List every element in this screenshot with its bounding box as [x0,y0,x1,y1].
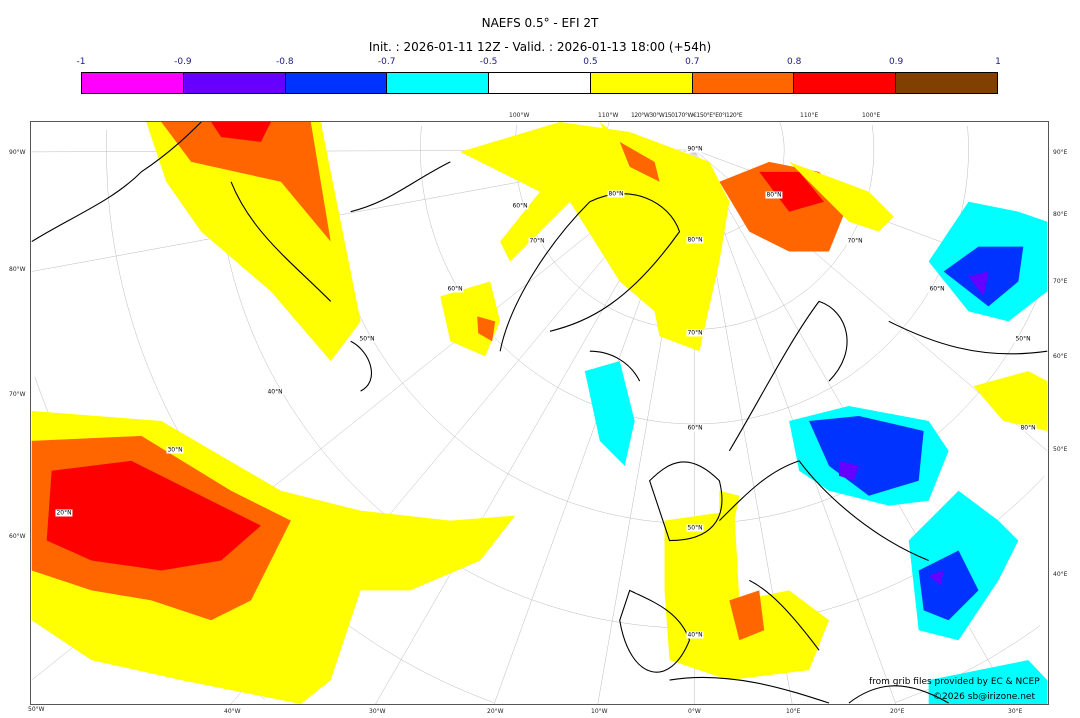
map-svg [31,122,1048,704]
colorbar-swatch [692,73,795,93]
axis-label: 80°N [765,191,783,199]
axis-label: 90°W [9,149,26,156]
axis-label: 40°W [224,708,241,715]
axis-label: 10°W [591,708,608,715]
axis-label: 30°N [166,446,184,454]
axis-label: 90°E [1053,149,1068,156]
colorbar-swatch [285,73,388,93]
latitude-circle [967,125,969,150]
axis-label: 50°N [1014,335,1032,343]
axis-label: 70°N [846,237,864,245]
colorbar-tick: -0.7 [377,57,396,67]
axis-label: 90°N [686,145,704,153]
axis-label: 70°W [9,391,26,398]
axis-label: 40°N [266,388,284,396]
colorbar-swatch [489,73,591,93]
axis-label: 110°E [800,112,819,119]
efi-fields [31,122,1048,704]
latitude-circle [871,124,875,150]
colorbar-swatch [590,73,693,93]
latitude-circle [895,625,1041,703]
colorbar-swatch [387,73,490,93]
coastlines [31,122,1048,704]
axis-label: 50°W [28,706,45,713]
colorbar-tick: -0.5 [479,57,498,67]
colorbar-tick: 0.9 [888,57,904,67]
copyright-credit: ©2026 sb@irizone.net [933,692,1035,702]
map-area: from grib files provided by EC & NCEP ©2… [30,121,1049,705]
axis-label: 60°W [9,533,26,540]
axis-label: 110°W [598,112,619,119]
axis-label: 120°W30°W150170°W€150°E°E0°I120°E [631,112,743,119]
axis-label: 50°N [358,335,376,343]
latitude-circle [779,122,785,150]
latitude-circle [215,124,1045,629]
colorbar-tick: 0.7 [685,57,700,67]
axis-label: 50°E [1053,446,1068,453]
axis-label: 60°N [928,285,946,293]
colorbar [81,72,998,94]
axis-label: 30°E [1008,708,1023,715]
colorbar-tick: 1 [995,57,1001,67]
axis-label: 40°N [686,631,704,639]
map-title: NAEFS 0.5° - EFI 2T [481,16,599,30]
axis-label: 60°N [511,202,529,210]
axis-label: 60°N [446,285,464,293]
colorbar-swatch [794,73,897,93]
axis-label: 60°N [686,424,704,432]
axis-label: 80°E [1053,211,1068,218]
axis-label: 100°E [862,112,881,119]
colorbar-swatch [896,73,998,93]
axis-label: 100°W [509,112,530,119]
axis-label: 80°W [9,266,26,273]
axis-label: 20°E [890,708,905,715]
colorbar-tick: -0.9 [174,57,192,67]
axis-label: 40°E [1053,571,1068,578]
axis-label: 80°N [686,236,704,244]
colorbar-swatch [82,73,184,93]
colorbar-swatch [183,73,286,93]
colorbar-tick: 0.5 [583,57,598,67]
axis-label: 80°N [607,190,625,198]
axis-label: 60°E [1053,353,1068,360]
axis-label: 20°W [487,708,504,715]
axis-label: 70°N [528,237,546,245]
axis-label: 20°N [55,509,73,517]
axis-label: 70°E [1053,278,1068,285]
axis-label: 30°W [369,708,386,715]
colorbar-tick: 0.8 [787,57,802,67]
axis-label: 70°N [686,329,704,337]
map-subtitle: Init. : 2026-01-11 12Z - Valid. : 2026-0… [368,40,712,54]
source-credit: from grib files provided by EC & NCEP [869,677,1040,687]
axis-label: 80°N [1019,424,1037,432]
colorbar-tick: -0.8 [275,57,294,67]
axis-label: 50°N [686,524,704,532]
axis-label: 0°W [688,708,701,715]
axis-label: 10°E [786,708,801,715]
colorbar-tick: -1 [76,57,86,67]
